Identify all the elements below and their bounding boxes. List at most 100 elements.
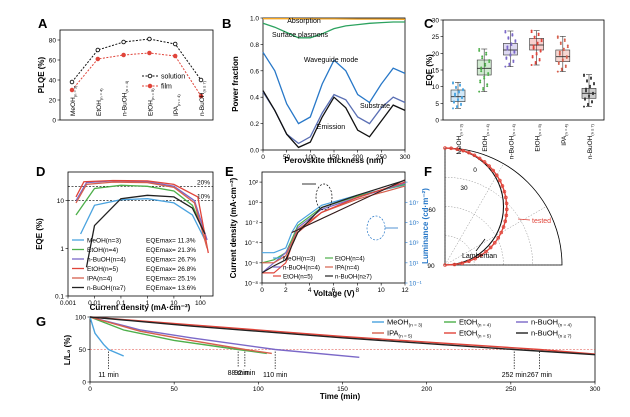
y-tick-label-right: 10³ bbox=[409, 240, 419, 247]
box-point bbox=[591, 101, 593, 104]
x-tick-label: 100 bbox=[195, 300, 206, 307]
box-point bbox=[487, 73, 490, 76]
legend-label: EtOH(n = 4) bbox=[459, 318, 491, 328]
box-point bbox=[584, 97, 586, 100]
box-point bbox=[504, 31, 507, 34]
panel-d-xlabel: Current density (mA·cm⁻²) bbox=[90, 303, 191, 312]
x-tick-label: 200 bbox=[352, 154, 363, 161]
panel-a-category-label: MeOH(n = 3) bbox=[70, 85, 78, 116]
box-point bbox=[455, 86, 457, 89]
box bbox=[450, 89, 466, 102]
y-tick-label: 25 bbox=[432, 34, 440, 41]
box bbox=[529, 38, 544, 51]
box-point bbox=[454, 94, 456, 97]
panel-e-series-IPA(n=4) bbox=[262, 185, 406, 264]
series-label: Emission bbox=[317, 124, 346, 131]
box-point bbox=[478, 49, 481, 52]
y-tick-label: 0.2 bbox=[250, 121, 259, 128]
tested-point bbox=[500, 184, 505, 188]
polar-gridline bbox=[444, 206, 504, 266]
box-point bbox=[506, 47, 509, 50]
panel-e-ylabel-right: Luminance (cd·m⁻²) bbox=[421, 188, 430, 264]
x-tick-label: 150 bbox=[329, 154, 340, 161]
box-point bbox=[563, 38, 566, 41]
annotation-ellipse bbox=[366, 215, 386, 241]
box-point bbox=[478, 90, 481, 93]
box-point bbox=[565, 55, 568, 58]
box-point bbox=[532, 46, 535, 49]
box-point bbox=[585, 87, 587, 90]
y-tick-label: 1.0 bbox=[250, 16, 259, 23]
tested-point bbox=[477, 156, 482, 161]
tested-point bbox=[496, 236, 501, 240]
panel-e-luminance-n-BuOH(n≥7) bbox=[291, 179, 406, 233]
box-point bbox=[559, 41, 562, 44]
panel-a-letter: A bbox=[38, 16, 48, 31]
panel-a-category-label: EtOH(n = 4) bbox=[96, 88, 104, 116]
box-point bbox=[485, 51, 488, 54]
box-point bbox=[593, 83, 595, 86]
x-tick-label: 250 bbox=[376, 154, 387, 161]
box-point bbox=[456, 106, 458, 109]
box-point bbox=[532, 44, 535, 47]
x-tick-label: 0.1 bbox=[116, 300, 125, 307]
legend-value: EQEmax= 25.1% bbox=[146, 276, 196, 283]
box-point bbox=[479, 79, 482, 82]
tested-point bbox=[504, 201, 509, 206]
legend-label: EtOH(n=5) bbox=[87, 266, 118, 273]
panel-a-point bbox=[95, 56, 101, 62]
box-point bbox=[509, 53, 512, 56]
panel-c-category-label: MeOH(n = 3) bbox=[456, 123, 464, 154]
legend-label: IPA(n=4) bbox=[87, 276, 112, 283]
tested-point bbox=[502, 189, 507, 194]
panel-b-series-Surface plasmons bbox=[262, 21, 405, 39]
legend-value: EQEmax= 11.3% bbox=[146, 238, 196, 245]
tested-point bbox=[498, 178, 502, 183]
box-point bbox=[531, 56, 534, 59]
box-point bbox=[479, 81, 482, 84]
box-point bbox=[487, 72, 490, 75]
legend-marker bbox=[147, 73, 153, 79]
box-point bbox=[531, 55, 534, 58]
box-point bbox=[540, 38, 543, 41]
annotation-label: 110 min bbox=[263, 372, 287, 379]
panel-c-category-label: IPA(n = 4) bbox=[561, 123, 569, 145]
box-point bbox=[538, 58, 541, 61]
panel-a-point bbox=[172, 53, 178, 59]
y-tick-label: 10² bbox=[249, 180, 259, 187]
tested-point bbox=[455, 147, 459, 151]
box-point bbox=[530, 29, 533, 32]
box-point bbox=[558, 50, 561, 53]
y-tick-label: 80 bbox=[49, 38, 57, 45]
panel-g-series-IPA(n=5) bbox=[89, 316, 272, 355]
y-tick-label: 0.1 bbox=[55, 294, 64, 301]
x-tick-label: 10 bbox=[170, 300, 178, 307]
box-point bbox=[512, 61, 515, 64]
polar-angle-label: 0 bbox=[473, 167, 477, 174]
box-point bbox=[560, 67, 563, 70]
panel-c-category-label: EtOH(n = 5) bbox=[535, 123, 543, 151]
box-point bbox=[480, 66, 483, 69]
panel-d-frame bbox=[67, 171, 214, 297]
y-tick-label: 0.4 bbox=[250, 95, 259, 102]
box-point bbox=[563, 39, 566, 42]
box-point bbox=[511, 33, 514, 36]
legend-label: EtOH(n=5) bbox=[283, 274, 313, 281]
panel-a-point bbox=[95, 47, 101, 53]
box-point bbox=[504, 30, 507, 32]
box-point bbox=[513, 50, 516, 53]
x-tick-label: 12 bbox=[401, 287, 409, 294]
tested-point bbox=[487, 164, 491, 168]
legend-label: n-BuOH(n≥7) bbox=[335, 274, 372, 281]
box-point bbox=[584, 98, 586, 101]
y-tick-label: 10⁻⁴ bbox=[245, 240, 259, 247]
box-point bbox=[460, 103, 462, 106]
box-point bbox=[558, 53, 561, 56]
box-point bbox=[564, 64, 567, 67]
box-point bbox=[565, 56, 568, 59]
box-point bbox=[452, 107, 454, 110]
box-point bbox=[459, 84, 461, 87]
box-point bbox=[534, 61, 537, 64]
y-tick-label: 0 bbox=[435, 118, 439, 125]
y-tick-label: 20 bbox=[432, 51, 440, 58]
